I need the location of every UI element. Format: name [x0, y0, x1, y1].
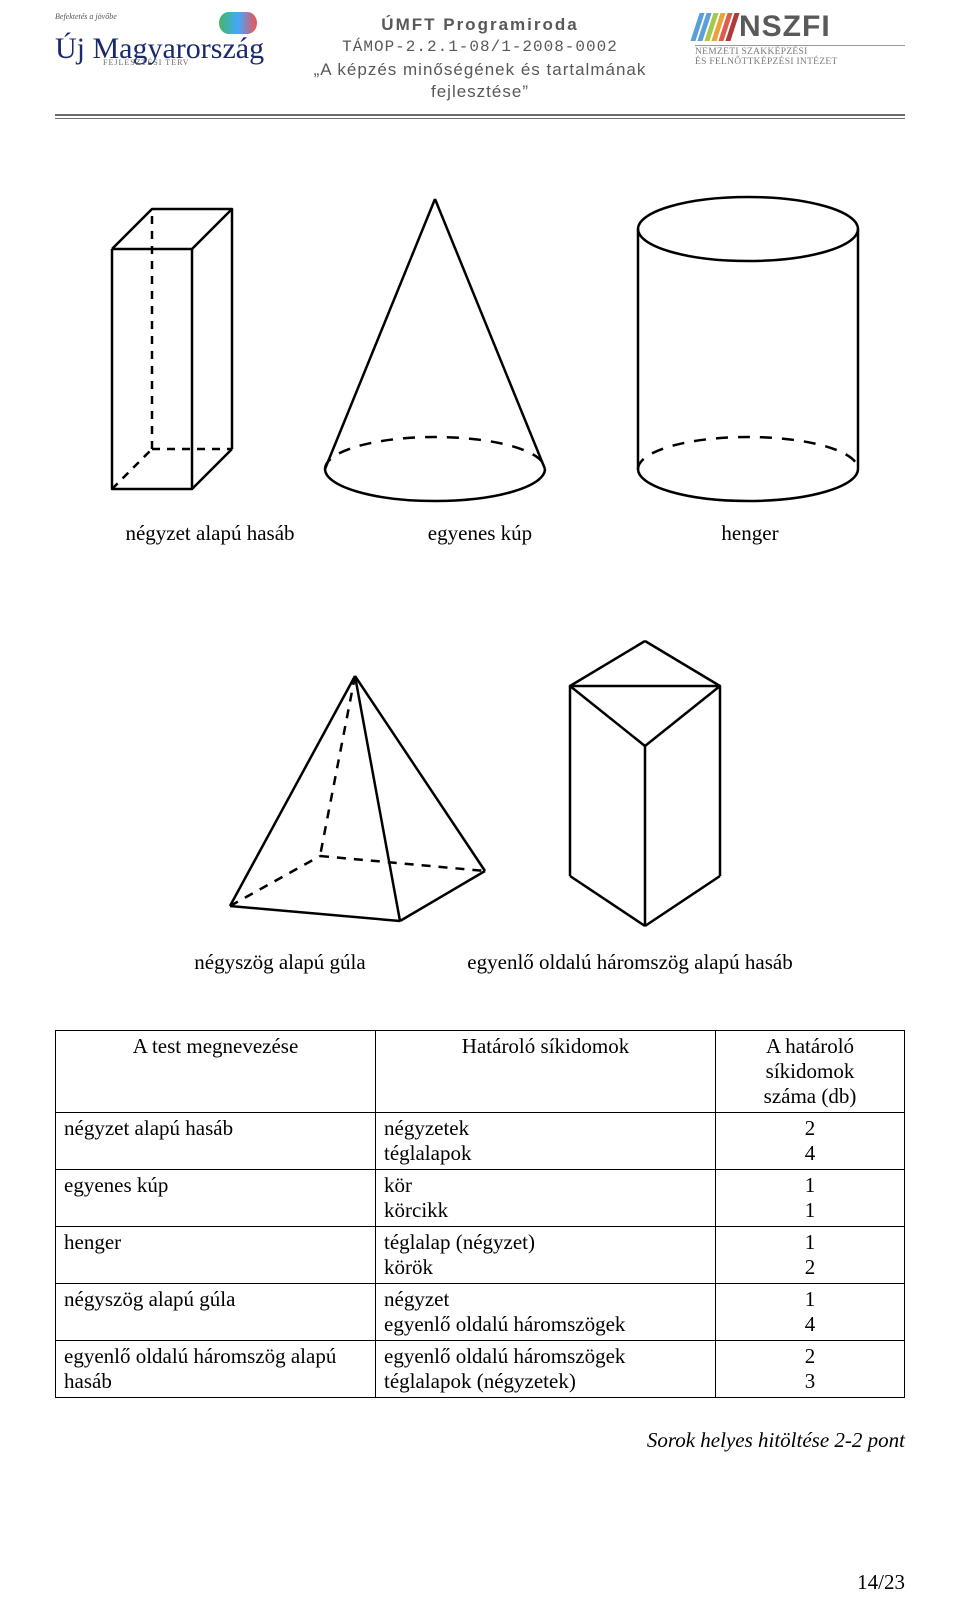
figure-square-pyramid [210, 656, 500, 936]
header-line3: „A képzés minőségének és tartalmának [265, 59, 695, 82]
cell-counts: 23 [716, 1341, 905, 1398]
th-shapes: Határoló síkidomok [376, 1031, 716, 1113]
solids-row-1 [55, 179, 905, 509]
labels-row-2: négyszög alapú gúla egyenlő oldalú három… [55, 950, 905, 975]
figure-cylinder [618, 179, 878, 509]
figure-cone [305, 179, 565, 509]
nszfi-main-text: NSZFI [739, 10, 831, 44]
cell-shapes: négyzetektéglalapok [376, 1113, 716, 1170]
page-header: Befektetés a jövőbe Új Magyarország FEJL… [55, 10, 905, 112]
score-line: Sorok helyes hitöltése 2-2 pont [55, 1428, 905, 1453]
table-row: hengertéglalap (négyzet)körök12 [56, 1227, 905, 1284]
header-rule-thin [55, 118, 905, 119]
cell-counts: 24 [716, 1113, 905, 1170]
label-square-prism: négyzet alapú hasáb [75, 521, 345, 546]
logo-left: Befektetés a jövőbe Új Magyarország FEJL… [55, 10, 265, 72]
eu-arc-icon [219, 12, 257, 34]
cell-name: egyenes kúp [56, 1170, 376, 1227]
cell-name: henger [56, 1227, 376, 1284]
header-line1: ÚMFT Programiroda [265, 14, 695, 37]
page-number: 14/23 [857, 1570, 905, 1595]
table-row: egyenes kúpkörkörcikk11 [56, 1170, 905, 1227]
cell-counts: 12 [716, 1227, 905, 1284]
labels-row-1: négyzet alapú hasáb egyenes kúp henger [55, 521, 905, 546]
label-square-pyramid: négyszög alapú gúla [150, 950, 410, 975]
th-name: A test megnevezése [56, 1031, 376, 1113]
nszfi-sub-text: NEMZETI SZAKKÉPZÉSI ÉS FELNŐTTKÉPZÉSI IN… [695, 45, 905, 67]
label-cone: egyenes kúp [345, 521, 615, 546]
th-counts: A határoló síkidomok száma (db) [716, 1031, 905, 1113]
figure-triangular-prism [540, 626, 750, 936]
nszfi-bars-icon [695, 13, 735, 41]
label-tri-prism: egyenlő oldalú háromszög alapú hasáb [450, 950, 810, 975]
table-row: egyenlő oldalú háromszög alapú hasábegye… [56, 1341, 905, 1398]
cell-shapes: körkörcikk [376, 1170, 716, 1227]
figure-square-prism [82, 179, 252, 509]
header-line2: TÁMOP-2.2.1-08/1-2008-0002 [265, 37, 695, 59]
cell-shapes: négyzetegyenlő oldalú háromszögek [376, 1284, 716, 1341]
logo-small-text: FEJLESZTÉSI TERV [103, 58, 313, 67]
solids-row-2 [55, 626, 905, 936]
header-line4: fejlesztése” [265, 81, 695, 104]
solids-table: A test megnevezése Határoló síkidomok A … [55, 1030, 905, 1398]
cell-counts: 14 [716, 1284, 905, 1341]
table-row: négyszög alapú gúlanégyzetegyenlő oldalú… [56, 1284, 905, 1341]
table-row: négyzet alapú hasábnégyzetektéglalapok24 [56, 1113, 905, 1170]
cell-shapes: téglalap (négyzet)körök [376, 1227, 716, 1284]
cell-shapes: egyenlő oldalú háromszögektéglalapok (né… [376, 1341, 716, 1398]
header-rule-thick [55, 114, 905, 116]
cell-name: négyszög alapú gúla [56, 1284, 376, 1341]
header-title-block: ÚMFT Programiroda TÁMOP-2.2.1-08/1-2008-… [265, 10, 695, 104]
label-cylinder: henger [615, 521, 885, 546]
cell-name: egyenlő oldalú háromszög alapú hasáb [56, 1341, 376, 1398]
logo-right: NSZFI NEMZETI SZAKKÉPZÉSI ÉS FELNŐTTKÉPZ… [695, 10, 905, 67]
cell-counts: 11 [716, 1170, 905, 1227]
cell-name: négyzet alapú hasáb [56, 1113, 376, 1170]
